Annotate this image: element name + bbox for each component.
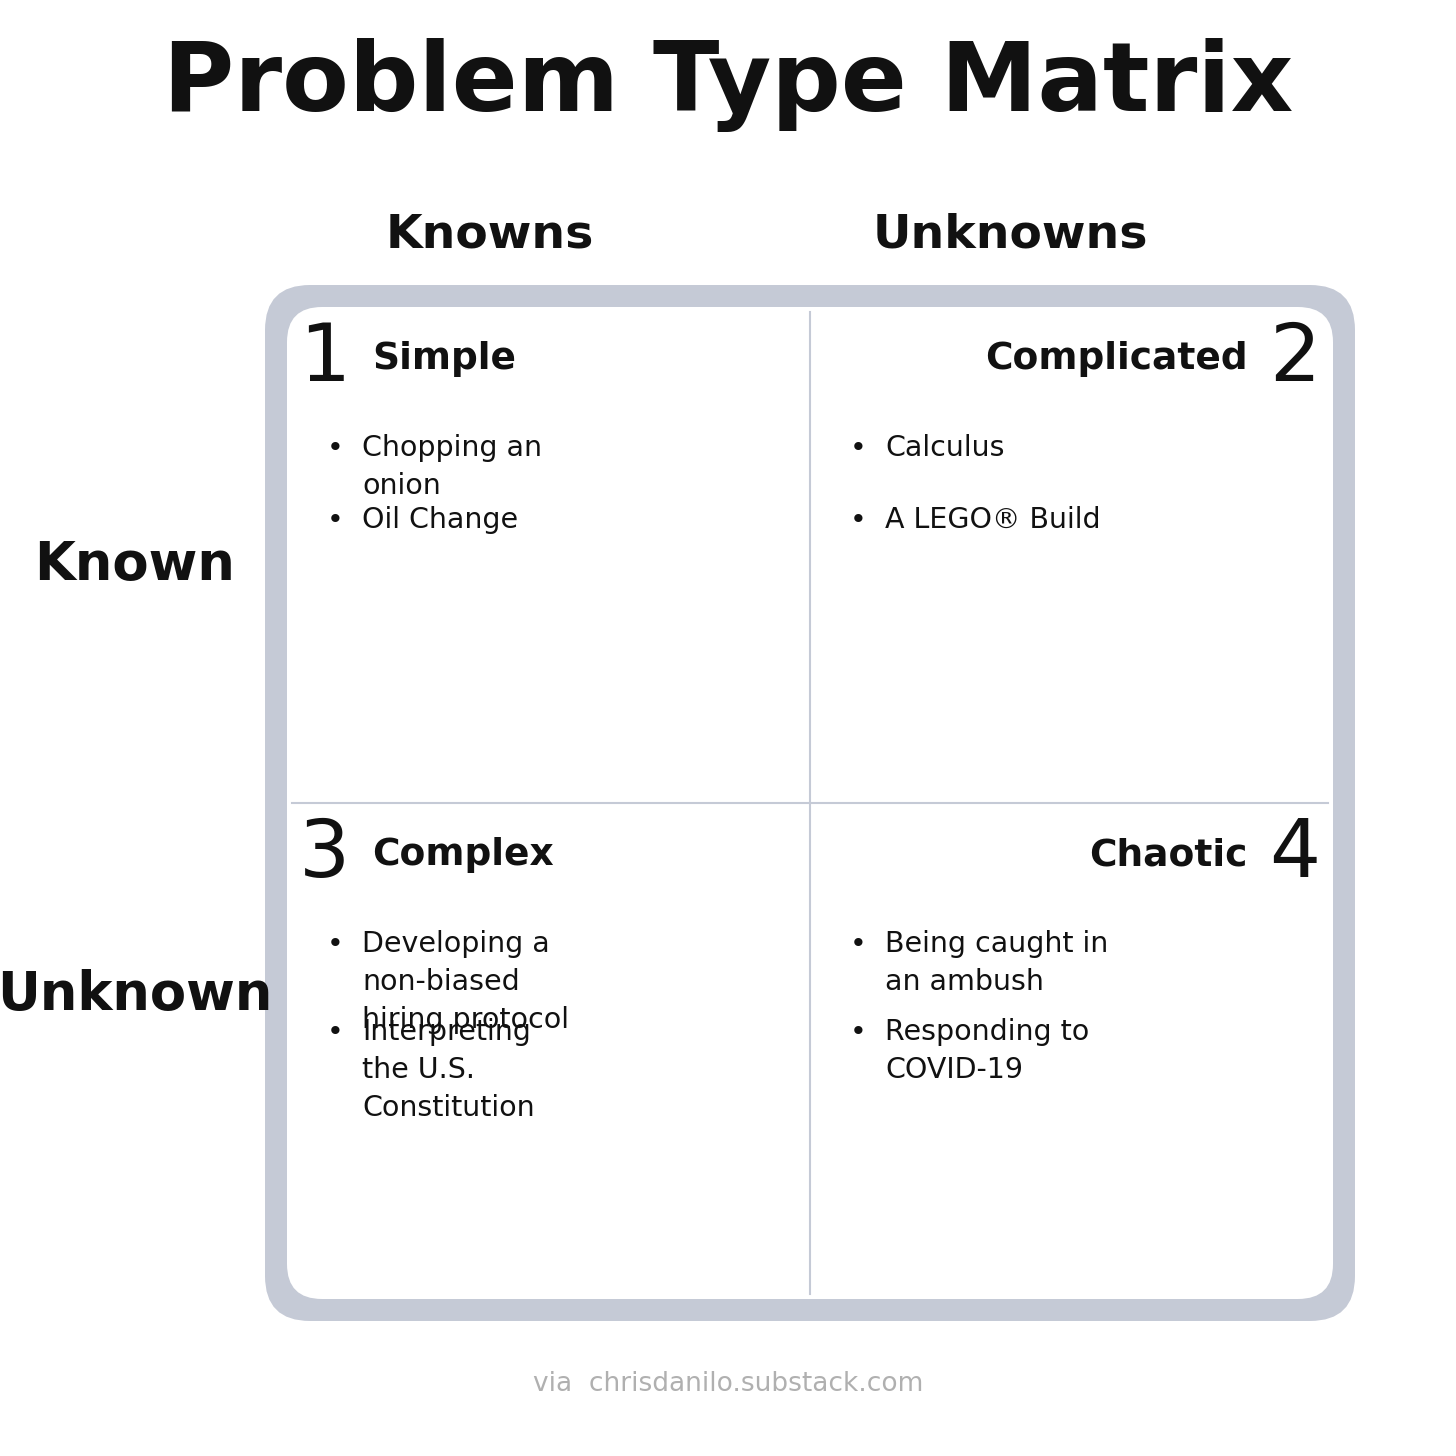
Text: Interpreting
the U.S.
Constitution: Interpreting the U.S. Constitution <box>363 1018 534 1121</box>
Text: Complicated: Complicated <box>986 341 1248 377</box>
Text: •: • <box>326 507 344 534</box>
Text: Chaotic: Chaotic <box>1089 837 1248 874</box>
Text: Unknown: Unknown <box>0 970 272 1021</box>
Text: Chopping an
onion: Chopping an onion <box>363 434 542 499</box>
FancyBboxPatch shape <box>287 307 1334 1299</box>
Text: 4: 4 <box>1270 815 1321 894</box>
Text: 1: 1 <box>300 320 351 397</box>
Text: Calculus: Calculus <box>885 434 1005 462</box>
Text: •: • <box>850 507 866 534</box>
Text: •: • <box>850 434 866 462</box>
Text: Oil Change: Oil Change <box>363 507 518 534</box>
Text: Known: Known <box>35 539 236 591</box>
Text: Complex: Complex <box>371 837 553 874</box>
Text: Problem Type Matrix: Problem Type Matrix <box>163 38 1293 132</box>
Text: A LEGO® Build: A LEGO® Build <box>885 507 1101 534</box>
Text: Knowns: Knowns <box>386 213 594 258</box>
Text: •: • <box>326 930 344 958</box>
Text: 2: 2 <box>1270 320 1321 397</box>
FancyBboxPatch shape <box>265 285 1356 1321</box>
Text: Unknowns: Unknowns <box>872 213 1147 258</box>
Text: Simple: Simple <box>371 341 515 377</box>
Text: Being caught in
an ambush: Being caught in an ambush <box>885 930 1108 996</box>
Text: •: • <box>326 1018 344 1045</box>
Text: •: • <box>850 930 866 958</box>
Text: •: • <box>326 434 344 462</box>
Text: 3: 3 <box>300 815 351 894</box>
Text: •: • <box>850 1018 866 1045</box>
Text: via  chrisdanilo.substack.com: via chrisdanilo.substack.com <box>533 1372 923 1396</box>
Text: Developing a
non-biased
hiring protocol: Developing a non-biased hiring protocol <box>363 930 569 1034</box>
Text: Responding to
COVID-19: Responding to COVID-19 <box>885 1018 1089 1083</box>
